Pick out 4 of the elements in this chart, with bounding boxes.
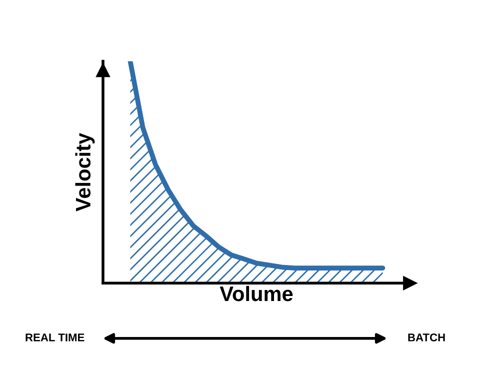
y-axis-title: Velocity: [75, 132, 95, 212]
text: REAL TIME: [26, 334, 84, 342]
x-axis-title: Volume: [220, 286, 293, 302]
text: BATCH: [408, 334, 445, 342]
